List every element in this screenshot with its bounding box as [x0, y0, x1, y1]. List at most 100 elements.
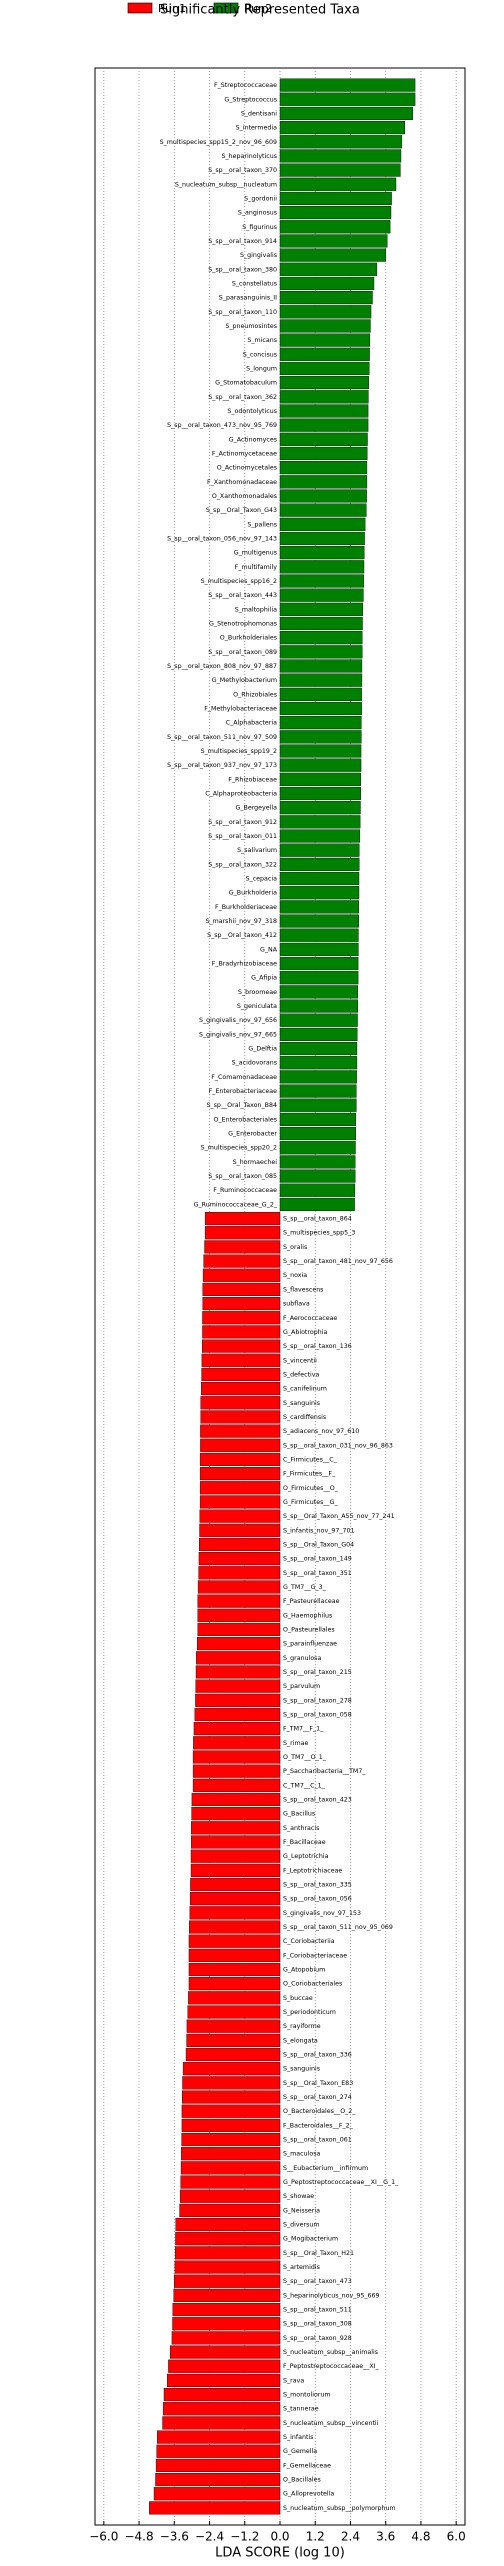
bar	[201, 1353, 281, 1367]
category-label: F_Pasteurellaceae	[283, 1598, 340, 1605]
bar	[279, 517, 366, 531]
category-label: S_concisus	[243, 351, 277, 358]
category-label: C_Coriobacteriia	[283, 1938, 335, 1945]
category-label: F_Bacillaceae	[283, 1839, 326, 1846]
bar	[279, 135, 403, 149]
bar	[191, 1792, 281, 1807]
bar	[168, 2359, 281, 2373]
bar	[279, 1056, 358, 1070]
bar	[279, 177, 397, 191]
category-label: S_sp__oral_taxon_089	[208, 649, 277, 656]
category-label: G_Afipia	[251, 975, 277, 982]
bar	[279, 191, 392, 206]
bar	[191, 1835, 281, 1849]
category-label: S_pallens	[247, 521, 277, 528]
category-label: S_multispecies_spp19_2	[201, 748, 277, 755]
bar	[279, 985, 359, 999]
bar	[194, 1707, 281, 1722]
category-label: S_defectiva	[283, 1371, 320, 1378]
bar	[193, 1736, 281, 1750]
legend-label: Run1	[158, 2, 186, 15]
bar	[162, 2416, 281, 2430]
bar	[279, 971, 359, 985]
category-label: S_sp__oral_taxon_473_nov_95_769	[167, 422, 277, 429]
category-label: C_Alphaproteobacteria	[205, 791, 277, 798]
category-label: F_Methylobacteriaceae	[204, 706, 277, 713]
bar	[182, 2076, 281, 2090]
bar	[279, 843, 360, 857]
x-tick-label: 1.2	[306, 2530, 325, 2544]
bar	[162, 2402, 281, 2416]
bar	[181, 2147, 281, 2161]
bar	[279, 446, 368, 461]
category-label: S_sp__oral_taxon_362	[208, 394, 277, 401]
bar	[279, 914, 359, 928]
category-label: S_constellatus	[232, 280, 277, 287]
category-label: F_Bacteroidales__F_2_	[283, 2122, 354, 2129]
category-label: S_heparinolyticus	[222, 153, 277, 160]
bar	[180, 2175, 281, 2189]
x-tick-label: −3.6	[160, 2530, 189, 2544]
category-label: S_cepacia	[246, 876, 278, 883]
category-label: S_showae	[283, 2193, 314, 2200]
bar	[279, 631, 363, 645]
bar	[279, 376, 369, 390]
bar	[203, 1254, 281, 1268]
category-label: F_Coriobacteriaceae	[283, 1952, 347, 1959]
bar	[279, 928, 359, 942]
category-label: O_Enterobacteriales	[214, 1116, 277, 1123]
category-label: S_marshii_nov_97_318	[205, 918, 277, 925]
category-label: G_Burkholderia	[229, 890, 277, 897]
category-label: S_sp__oral_taxon_481_nov_97_656	[283, 1258, 393, 1265]
category-label: G_Abiotrophia	[283, 1329, 327, 1336]
category-label: S_flavescens	[283, 1286, 323, 1293]
category-label: S_sp__Oral_Taxon_G04	[283, 1541, 354, 1548]
category-label: G_multigenus	[234, 550, 277, 557]
category-label: S_sp__oral_taxon_864	[283, 1216, 352, 1223]
bar	[201, 1339, 281, 1353]
bar	[279, 701, 362, 716]
category-label: F_Firmicutes__F_	[283, 1471, 336, 1478]
category-label: S_dentisani	[241, 110, 277, 117]
category-label: G_Peptostreptococcaceae__XI__G_1_	[283, 2179, 399, 2186]
category-label: S_sp__oral_taxon_423	[283, 1796, 352, 1803]
bar	[279, 503, 367, 517]
bar	[279, 220, 391, 234]
category-label: G_Ruminococcaceae_G_2_	[194, 1201, 278, 1208]
bar	[279, 857, 360, 871]
bar	[202, 1325, 281, 1339]
category-label: S_parasanguinis_II	[219, 295, 277, 302]
bar	[202, 1297, 281, 1311]
bar	[279, 616, 363, 631]
legend-swatch	[213, 2, 239, 14]
bar	[199, 1467, 281, 1481]
bar	[279, 475, 368, 489]
bar	[279, 730, 362, 744]
bar	[279, 78, 416, 92]
bar	[179, 2203, 281, 2217]
category-label: S_sp__Oral_Taxon_H21	[283, 2250, 354, 2257]
category-label: S_rimae	[283, 1740, 308, 1747]
x-tick-label: 0.0	[270, 2530, 289, 2544]
bar	[279, 758, 362, 772]
bar	[279, 531, 365, 546]
bar	[200, 1396, 281, 1410]
category-label: S_sp__oral_taxon_928	[283, 2335, 352, 2342]
bar	[279, 1197, 355, 1211]
bar	[189, 1920, 281, 1934]
category-label: S_gordonii	[244, 195, 277, 202]
category-label: C_TM7__C_1_	[283, 1782, 326, 1789]
category-label: S_sp__oral_taxon_511	[283, 2307, 352, 2314]
category-label: S_canifelinum	[283, 1386, 327, 1393]
category-label: S_granulosa	[283, 1655, 321, 1662]
bar	[279, 1112, 356, 1126]
category-label: G_Mogibacterium	[283, 2236, 338, 2243]
category-label: C_Alphabacteria	[226, 720, 277, 727]
x-tick-label: −4.8	[124, 2530, 153, 2544]
bar	[202, 1282, 281, 1296]
bar	[279, 801, 361, 815]
bar	[197, 1608, 281, 1622]
category-label: S_nucleatum_subsp__nucleatum	[175, 181, 277, 188]
bar	[279, 1098, 357, 1112]
category-label: subflava	[283, 1301, 310, 1308]
